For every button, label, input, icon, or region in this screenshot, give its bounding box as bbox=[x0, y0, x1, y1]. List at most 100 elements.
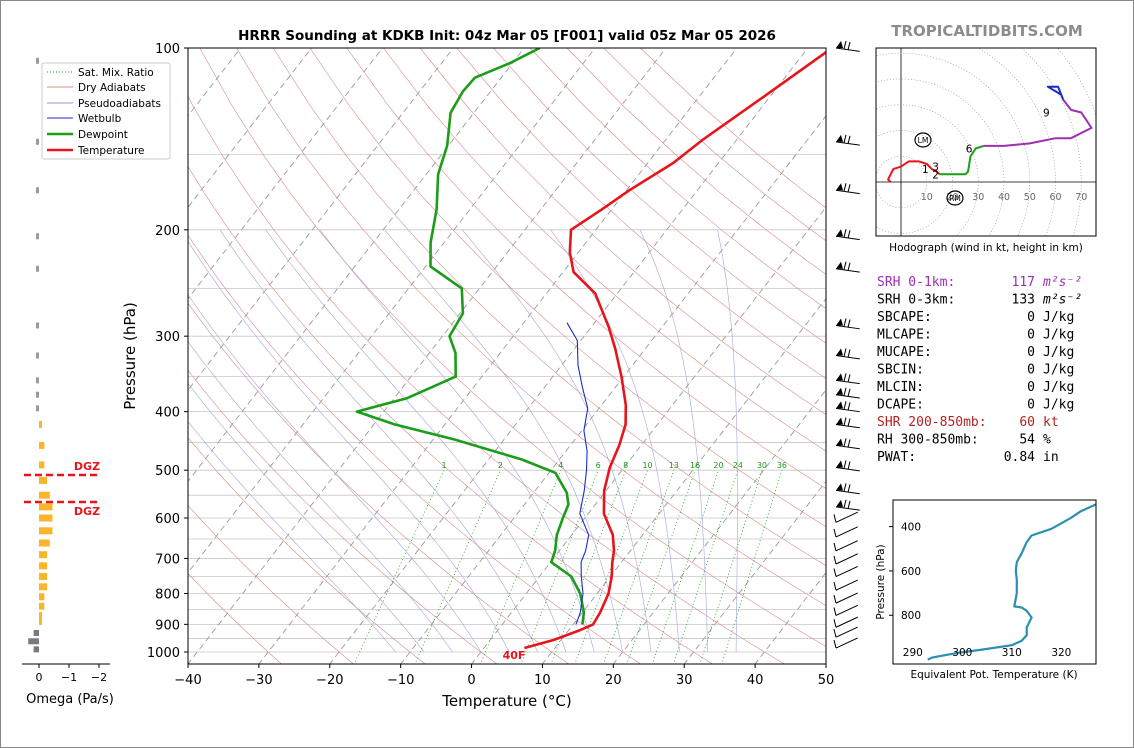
barb-feather bbox=[843, 401, 847, 410]
index-label: SBCIN: bbox=[877, 363, 924, 378]
dry-adiabat bbox=[188, 573, 283, 664]
omega-bar bbox=[33, 646, 39, 653]
index-value: 117 bbox=[1012, 275, 1035, 290]
omega-bar bbox=[39, 527, 53, 535]
omega-bar bbox=[39, 617, 42, 625]
index-label: MUCAPE: bbox=[877, 345, 932, 360]
mixing-ratio-label: 6 bbox=[596, 461, 601, 470]
dry-adiabat bbox=[199, 48, 826, 647]
barb-feather bbox=[843, 499, 847, 508]
barb-feather bbox=[833, 607, 837, 616]
index-value: 0 bbox=[1027, 380, 1035, 395]
omega-xlabel: Omega (Pa/s) bbox=[26, 692, 114, 707]
barb-feather bbox=[843, 460, 847, 469]
omega-bar bbox=[36, 138, 39, 145]
dgz-bottom-label: DGZ bbox=[74, 505, 100, 518]
hodograph-ring bbox=[1021, 48, 1082, 236]
hodograph-height-label: 2 bbox=[932, 169, 939, 181]
isotherm bbox=[612, 389, 826, 664]
temp-tick-label: −40 bbox=[174, 673, 201, 688]
hodograph-height-label: 9 bbox=[1043, 107, 1050, 119]
hodograph-segment bbox=[887, 160, 941, 183]
moist-adiabat bbox=[639, 229, 708, 653]
mixing-ratio-label: 2 bbox=[498, 461, 503, 470]
rm-label: RM bbox=[949, 194, 961, 203]
wind-barb bbox=[835, 499, 860, 511]
surface-temp-label: 40F bbox=[503, 649, 526, 662]
hodograph-ring-label: 20 bbox=[946, 192, 958, 203]
legend-dry-adiabats: Dry Adiabats bbox=[78, 82, 146, 94]
wind-barb bbox=[835, 483, 860, 495]
moist-adiabat bbox=[219, 229, 538, 653]
barb-pennant bbox=[836, 318, 843, 326]
isotherm bbox=[188, 48, 454, 391]
skewt-xlabel: Temperature (°C) bbox=[441, 692, 571, 710]
dry-adiabat bbox=[346, 48, 826, 489]
index-value: 0 bbox=[1027, 328, 1035, 343]
omega-tick-2: −2 bbox=[91, 671, 107, 684]
profile-dewpoint bbox=[355, 48, 586, 625]
wind-barb bbox=[835, 438, 860, 450]
omega-bar bbox=[28, 638, 39, 645]
theta-e-axes: 290 300 310 320 400 600 800 bbox=[889, 522, 1071, 659]
wind-barb bbox=[833, 526, 858, 538]
barb-pennant bbox=[836, 134, 843, 142]
wind-barb bbox=[835, 134, 860, 146]
hodograph-trace bbox=[887, 85, 1093, 183]
wind-barb bbox=[833, 592, 858, 604]
barb-feather bbox=[843, 318, 847, 327]
mixing-ratio-line bbox=[673, 470, 739, 664]
barb-feather bbox=[833, 619, 837, 628]
pressure-tick-label: 900 bbox=[155, 618, 180, 633]
temp-tick-label: 40 bbox=[747, 673, 764, 688]
pressure-tick-label: 800 bbox=[155, 587, 180, 602]
dry-adiabat bbox=[188, 95, 785, 664]
dry-adiabat bbox=[188, 437, 426, 664]
omega-bar bbox=[36, 391, 39, 398]
temp-tick-label: −30 bbox=[245, 673, 272, 688]
omega-bar bbox=[36, 405, 39, 412]
barb-pennant bbox=[836, 499, 843, 507]
omega-bar bbox=[39, 420, 42, 428]
theta-e-xlabel: Equivalent Pot. Temperature (K) bbox=[910, 669, 1077, 681]
moist-adiabat bbox=[461, 229, 652, 653]
hodograph-height-label: 6 bbox=[966, 144, 973, 156]
hodograph-height-label: 1 bbox=[922, 164, 929, 176]
wind-barb bbox=[835, 40, 860, 52]
index-value: 54 bbox=[1019, 433, 1035, 448]
barb-feather bbox=[843, 261, 847, 270]
temp-tick-label: 30 bbox=[676, 673, 693, 688]
index-unit: m²s⁻² bbox=[1042, 275, 1082, 290]
barb-feather bbox=[833, 542, 837, 551]
dry-adiabat bbox=[188, 234, 642, 664]
omega-bar bbox=[39, 461, 45, 469]
index-value: 0 bbox=[1027, 398, 1035, 413]
index-label: SRH 0-1km: bbox=[877, 275, 955, 290]
wind-barb bbox=[835, 460, 860, 472]
isotherm bbox=[188, 48, 383, 300]
barb-feather bbox=[843, 483, 847, 492]
hodograph-height-label: 3 bbox=[932, 162, 939, 174]
pressure-tick-label: 400 bbox=[155, 406, 180, 421]
hodograph-ring bbox=[876, 130, 953, 234]
theta-e-y-tick-label: 400 bbox=[901, 522, 921, 534]
barb-staff bbox=[835, 511, 858, 523]
skewt-axes: 1 2 4 6 8 10 13 16 20 24 30 36100200300400500600700… bbox=[147, 42, 834, 688]
dgz-top-label: DGZ bbox=[74, 460, 100, 473]
wind-barb bbox=[833, 616, 858, 628]
omega-bar bbox=[39, 602, 45, 610]
wind-barb bbox=[833, 626, 858, 638]
barb-pennant bbox=[836, 229, 843, 237]
skewt-legend: Sat. Mix. Ratio Dry Adiabats Pseudoadiab… bbox=[41, 62, 171, 160]
barb-staff bbox=[835, 626, 858, 638]
pressure-tick-label: 700 bbox=[155, 552, 180, 567]
isotherm bbox=[683, 480, 826, 664]
moist-adiabat bbox=[188, 294, 482, 653]
barb-pennant bbox=[836, 417, 843, 425]
legend-sat-mix-ratio: Sat. Mix. Ratio bbox=[78, 67, 154, 79]
isotherm bbox=[258, 48, 738, 664]
omega-bar bbox=[39, 491, 50, 499]
hodograph-segment bbox=[939, 144, 984, 176]
omega-bar bbox=[36, 352, 39, 359]
barb-feather bbox=[833, 555, 837, 565]
